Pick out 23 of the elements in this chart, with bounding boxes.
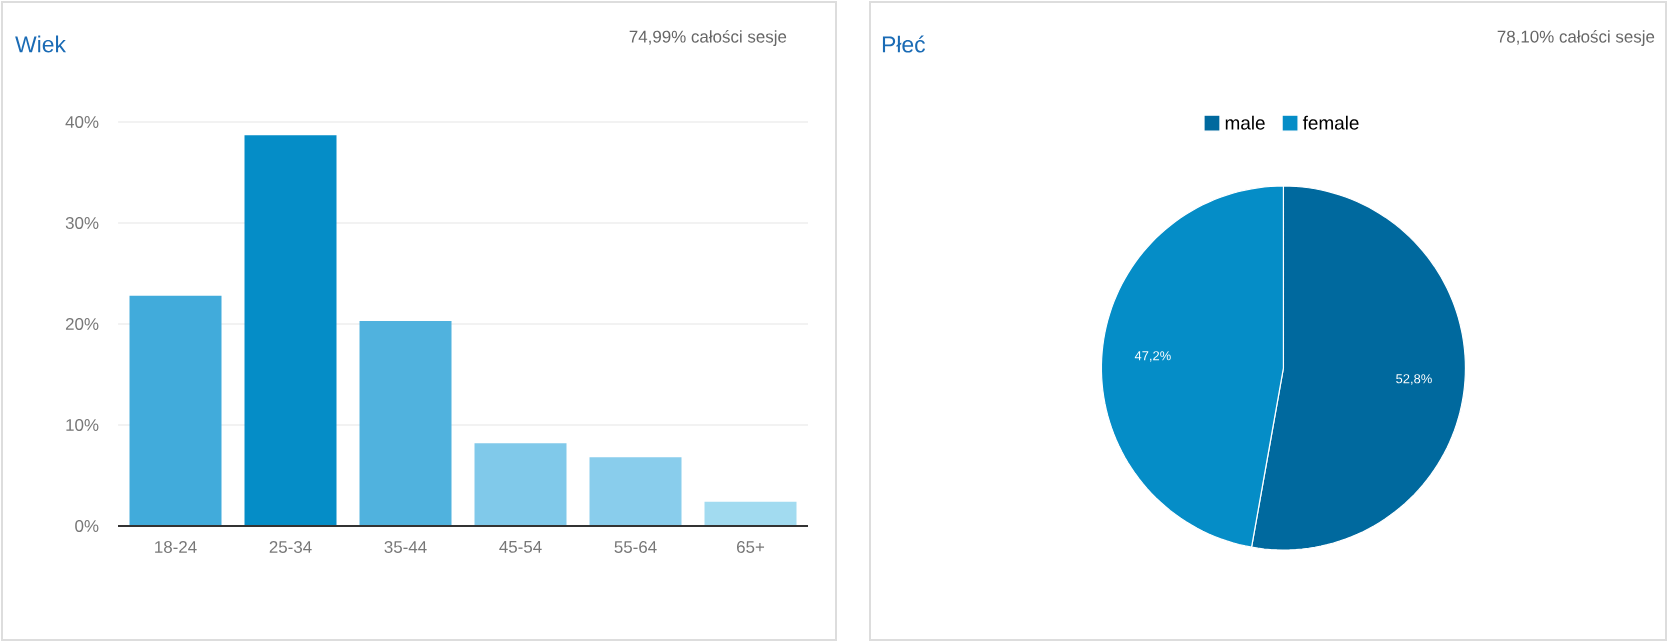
y-tick-label: 10%: [66, 419, 99, 431]
text: Płeć: [882, 35, 926, 53]
bar: [589, 457, 682, 526]
chart-title: Wiek: [15, 35, 67, 53]
x-tick-label: 18-24: [155, 541, 197, 553]
y-tick-label: 40%: [65, 116, 99, 128]
text: 78,10% całości sesje: [1497, 30, 1655, 46]
chart-subtitle: 74,99% całości sesje: [629, 30, 787, 46]
x-tick-label: 65+: [737, 541, 765, 553]
legend-label: female: [1302, 115, 1359, 130]
x-tick-label: 35-44: [384, 541, 427, 553]
x-tick-label: 25-34: [269, 541, 312, 553]
bar: [359, 320, 452, 526]
bar: [244, 135, 337, 526]
y-tick-label: 0%: [75, 520, 99, 532]
bar: [474, 443, 567, 526]
y-tick-label: 20%: [65, 318, 99, 330]
x-tick-label: 45-54: [499, 541, 542, 553]
legend-label: male: [1225, 115, 1265, 130]
y-tick-label: 30%: [65, 217, 99, 229]
bar: [704, 501, 797, 526]
x-tick-label: 55-64: [614, 541, 657, 553]
bar: [129, 295, 222, 526]
